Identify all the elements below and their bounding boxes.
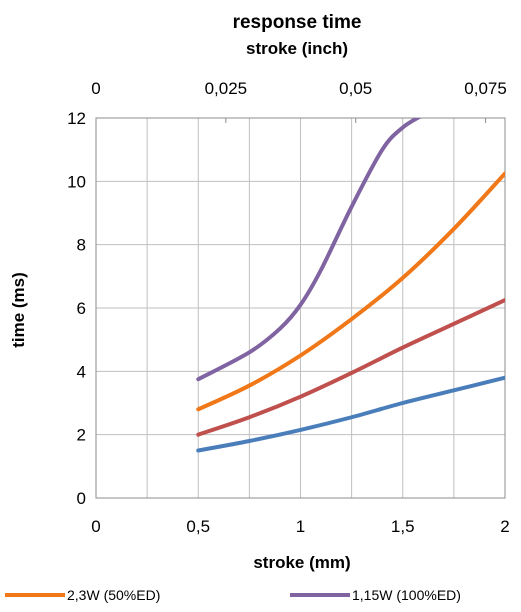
top-x-tick-label: 0,05 (339, 79, 372, 98)
y-tick-label: 12 (67, 109, 86, 128)
y-tick-label: 4 (77, 362, 86, 381)
y-tick-label: 10 (67, 172, 86, 191)
series-line-s_red (196, 298, 505, 437)
top-x-tick-label: 0,075 (464, 79, 507, 98)
legend: 2,3W (50%ED) 1,15W (100%ED) (5, 587, 461, 603)
y-tick-label: 8 (77, 236, 86, 255)
plot-frame (95, 117, 506, 499)
chart-title: response time (233, 12, 362, 33)
x-axis-label: stroke (mm) (253, 553, 350, 572)
x-tick-label: 1 (296, 517, 305, 536)
top-x-tick-label: 0,025 (205, 79, 248, 98)
series-line-s_orange (196, 171, 505, 412)
top-x-tick-label: 0 (91, 79, 100, 98)
axis-layer: 0 2 4 6 8 10 12 0 0,5 1 1,5 2 0 0,025 0,05 0,075 (67, 79, 510, 536)
legend-label: 1,15W (100%ED) (352, 587, 461, 603)
y-axis-label: time (ms) (9, 272, 28, 348)
y-tick-label: 6 (77, 299, 86, 318)
x-tick-label: 0 (91, 517, 100, 536)
grid-layer (95, 117, 506, 499)
y-tick-label: 2 (77, 426, 86, 445)
series-layer (196, 118, 505, 453)
y-tick-label: 0 (77, 489, 86, 508)
series-line-s_blue (196, 375, 505, 453)
x-tick-label: 2 (500, 517, 509, 536)
x-tick-label: 0,5 (186, 517, 210, 536)
x-tick-label: 1,5 (391, 517, 415, 536)
secondary-x-axis-label: stroke (inch) (246, 39, 348, 58)
legend-label: 2,3W (50%ED) (67, 587, 160, 603)
series-line-s_purple (196, 118, 422, 382)
